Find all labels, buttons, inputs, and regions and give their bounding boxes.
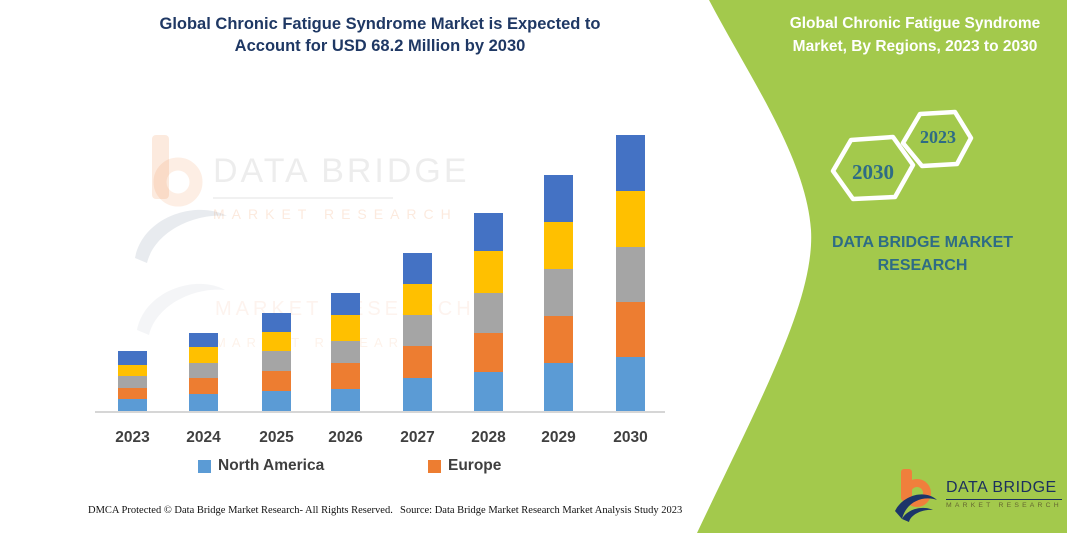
bar-2030-segment-series5 [616, 135, 645, 191]
bar-2025-segment-europe [262, 371, 291, 391]
bar-2026-segment-series3 [331, 341, 360, 363]
x-axis-label-2024: 2024 [186, 429, 221, 446]
chart-plot [95, 118, 665, 413]
hexagon-2030 [830, 134, 916, 202]
bar-2030 [616, 135, 645, 411]
bar-2023-segment-series5 [118, 351, 147, 365]
bar-2023-segment-europe [118, 388, 147, 399]
bar-2030-segment-series3 [616, 247, 645, 302]
bar-2029-segment-north-america [544, 363, 573, 411]
x-axis-label-2030: 2030 [613, 429, 648, 446]
legend-item-europe: Europe [428, 457, 501, 475]
bar-2024-segment-north-america [189, 394, 218, 411]
bar-2027-segment-europe [403, 346, 432, 378]
bar-2028 [474, 213, 503, 411]
x-axis-label-2025: 2025 [259, 429, 294, 446]
bar-2026-segment-series4 [331, 315, 360, 341]
bar-2025 [262, 313, 291, 411]
bar-2025-segment-series4 [262, 332, 291, 351]
side-panel-brand-caption: DATA BRIDGE MARKET RESEARCH [831, 234, 1014, 274]
footer-source-text: Source: Data Bridge Market Research Mark… [400, 505, 683, 516]
legend-swatch-north-america [198, 459, 211, 473]
bar-2029 [544, 175, 573, 411]
hexagon-2023 [900, 109, 974, 169]
bar-2024-segment-series3 [189, 363, 218, 378]
x-axis-label-2023: 2023 [115, 429, 150, 446]
bar-2024 [189, 333, 218, 411]
bar-2030-segment-europe [616, 302, 645, 357]
bar-2027-segment-series4 [403, 284, 432, 315]
legend-swatch-europe [428, 459, 441, 473]
x-axis-label-2027: 2027 [400, 429, 435, 446]
bar-2023 [118, 351, 147, 411]
logo-subtitle: MARKET RESEARCH [946, 502, 1062, 509]
bar-2029-segment-series5 [544, 175, 573, 222]
bar-2027-segment-north-america [403, 378, 432, 411]
bar-2028-segment-series5 [474, 213, 503, 251]
logo-title: DATA BRIDGE [946, 479, 1062, 500]
bar-2027 [403, 253, 432, 411]
data-bridge-logo: DATA BRIDGE MARKET RESEARCH [893, 467, 1062, 525]
bar-2026-segment-series5 [331, 293, 360, 315]
bar-2027-segment-series3 [403, 315, 432, 346]
bar-2024-segment-series5 [189, 333, 218, 347]
bar-2023-segment-north-america [118, 399, 147, 411]
bar-2024-segment-europe [189, 378, 218, 394]
bar-2026 [331, 293, 360, 411]
bar-2025-segment-series5 [262, 313, 291, 332]
bar-2024-segment-series4 [189, 347, 218, 363]
x-axis-label-2026: 2026 [328, 429, 363, 446]
footer-dmca-text: DMCA Protected © Data Bridge Market Rese… [88, 505, 393, 516]
bar-2025-segment-north-america [262, 391, 291, 411]
legend-label-north-america: North America [218, 457, 325, 474]
bar-2029-segment-europe [544, 316, 573, 363]
bar-2023-segment-series4 [118, 365, 147, 376]
bar-2030-segment-north-america [616, 357, 645, 411]
x-axis-label-2028: 2028 [471, 429, 506, 446]
bar-2029-segment-series4 [544, 222, 573, 269]
x-axis-label-2029: 2029 [541, 429, 576, 446]
bar-2025-segment-series3 [262, 351, 291, 371]
bar-2023-segment-series3 [118, 376, 147, 388]
year-hexagons: 2030 2023 [830, 109, 974, 202]
bar-2028-segment-series3 [474, 293, 503, 333]
bar-2030-segment-series4 [616, 191, 645, 247]
bar-2028-segment-series4 [474, 251, 503, 293]
bar-2028-segment-europe [474, 333, 503, 372]
hexagon-2023-label: 2023 [920, 127, 956, 147]
bar-2027-segment-series5 [403, 253, 432, 284]
bar-2028-segment-north-america [474, 372, 503, 411]
bar-2026-segment-north-america [331, 389, 360, 411]
hexagon-2030-label: 2030 [852, 160, 894, 184]
bar-2029-segment-series3 [544, 269, 573, 316]
data-bridge-logo-icon [895, 469, 937, 522]
legend-label-europe: Europe [448, 457, 502, 474]
bar-2026-segment-europe [331, 363, 360, 389]
chart-title: Global Chronic Fatigue Syndrome Market i… [159, 15, 601, 55]
legend-item-north-america: North America [198, 457, 324, 475]
x-axis-labels: 2023 2024 2025 2026 2027 2028 2029 2030 [95, 429, 665, 451]
side-panel-title: Global Chronic Fatigue Syndrome Market, … [789, 15, 1041, 55]
